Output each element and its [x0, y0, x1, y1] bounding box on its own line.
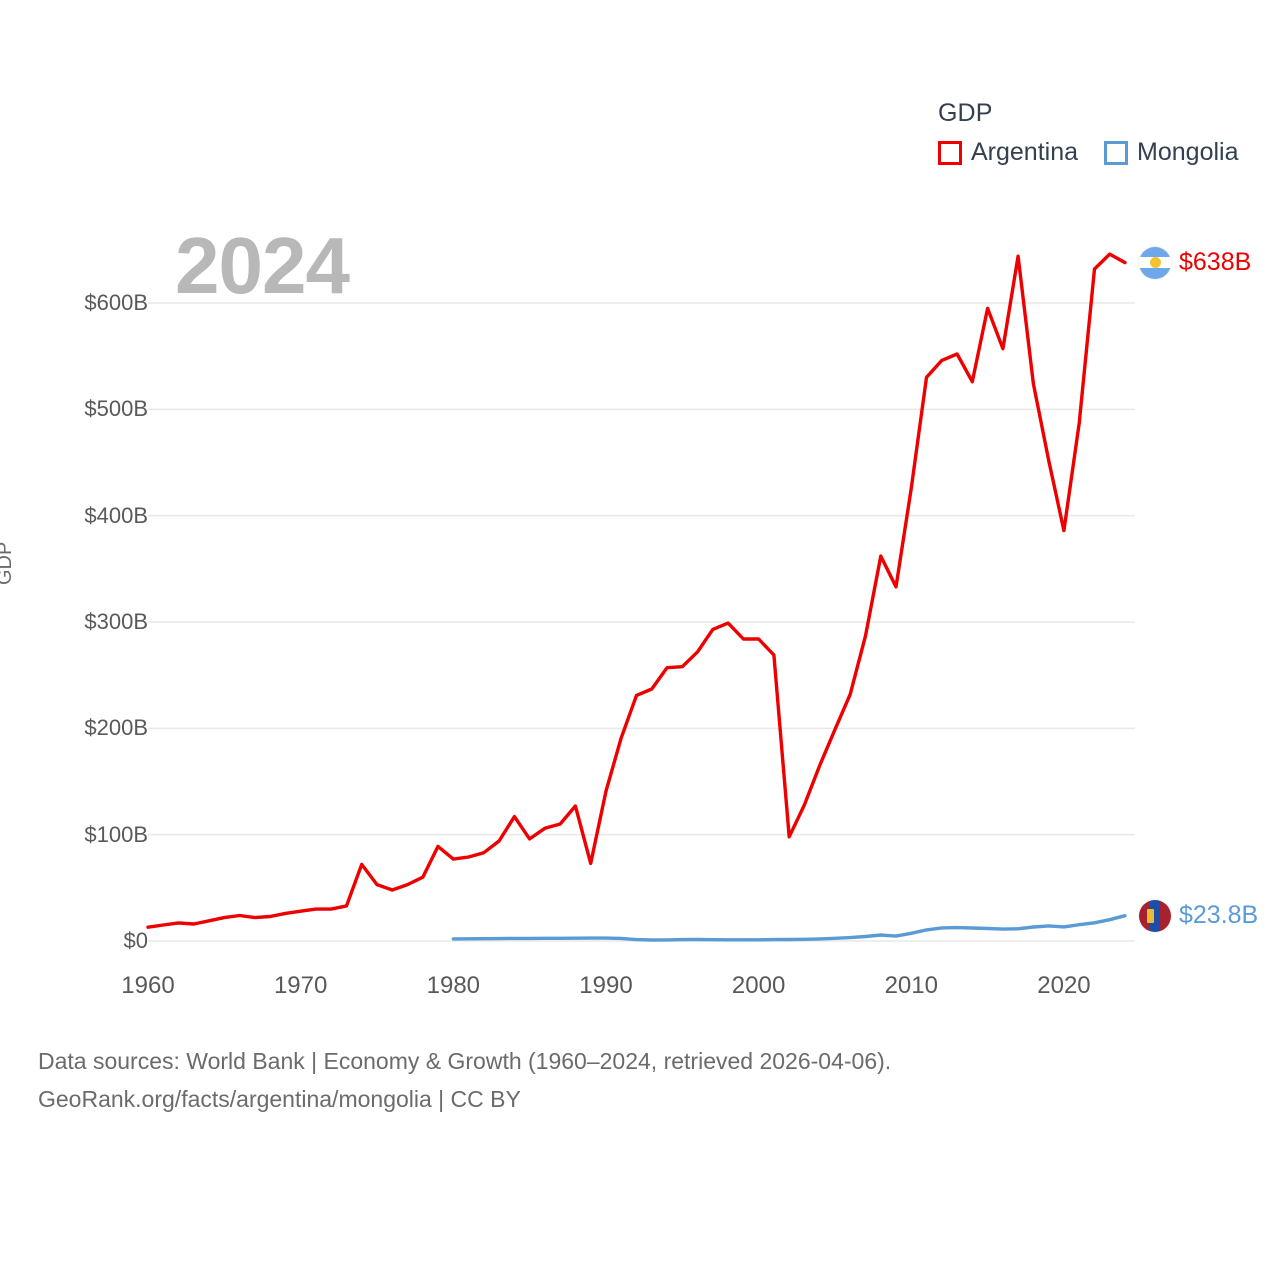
y-tick-label: $600B — [84, 290, 148, 315]
x-axis-labels: 1960 1970 1980 1990 2000 2010 2020 — [0, 972, 1280, 1006]
legend-title: GDP — [938, 99, 993, 127]
legend-swatch-argentina — [938, 140, 962, 165]
chart-legend: GDP Argentina Mongolia — [938, 98, 1238, 167]
argentina-value-label: $638B — [1179, 248, 1252, 277]
footer-attribution-line: GeoRank.org/facts/argentina/mongolia | C… — [38, 1086, 521, 1112]
y-axis-labels: $0 $100B $200B $300B $400B $500B $600B — [20, 0, 148, 1280]
legend-item-argentina[interactable]: Argentina — [938, 138, 1078, 167]
y-tick-label: $0 — [123, 928, 148, 953]
x-tick-label: 1980 — [426, 972, 481, 999]
x-tick-label: 2010 — [884, 972, 938, 999]
legend-label-argentina: Argentina — [971, 138, 1079, 166]
legend-label-mongolia: Mongolia — [1137, 138, 1239, 166]
legend-swatch-mongolia — [1104, 140, 1129, 165]
y-tick-label: $500B — [84, 396, 148, 422]
y-tick-label: $400B — [84, 502, 148, 528]
x-tick-label: 1990 — [579, 972, 633, 999]
series-line-mongolia — [451, 914, 1127, 942]
x-tick-label: 1970 — [273, 972, 328, 999]
series-lines — [146, 252, 1127, 942]
x-tick-label: 2020 — [1037, 972, 1091, 999]
footer: Data sources: World Bank | Economy & Gro… — [38, 1042, 1248, 1118]
argentina-flag-icon — [1139, 246, 1171, 279]
year-watermark: 2024 — [175, 221, 350, 310]
mongolia-value-label: $23.8B — [1179, 901, 1259, 930]
y-tick-label: $100B — [84, 821, 148, 847]
mongolia-endpoint: $23.8B — [1139, 899, 1259, 932]
argentina-endpoint: $638B — [1139, 246, 1252, 279]
y-tick-label: $200B — [84, 715, 148, 741]
footer-sources-line: Data sources: World Bank | Economy & Gro… — [38, 1048, 892, 1074]
y-tick-label: $300B — [84, 609, 148, 634]
x-tick-label: 1960 — [121, 972, 175, 999]
x-tick-label: 2000 — [731, 972, 786, 999]
gridlines — [148, 302, 1135, 942]
mongolia-flag-icon — [1139, 899, 1171, 932]
legend-items: Argentina Mongolia — [938, 138, 1238, 167]
series-line-argentina — [146, 252, 1127, 929]
legend-item-mongolia[interactable]: Mongolia — [1104, 138, 1238, 167]
